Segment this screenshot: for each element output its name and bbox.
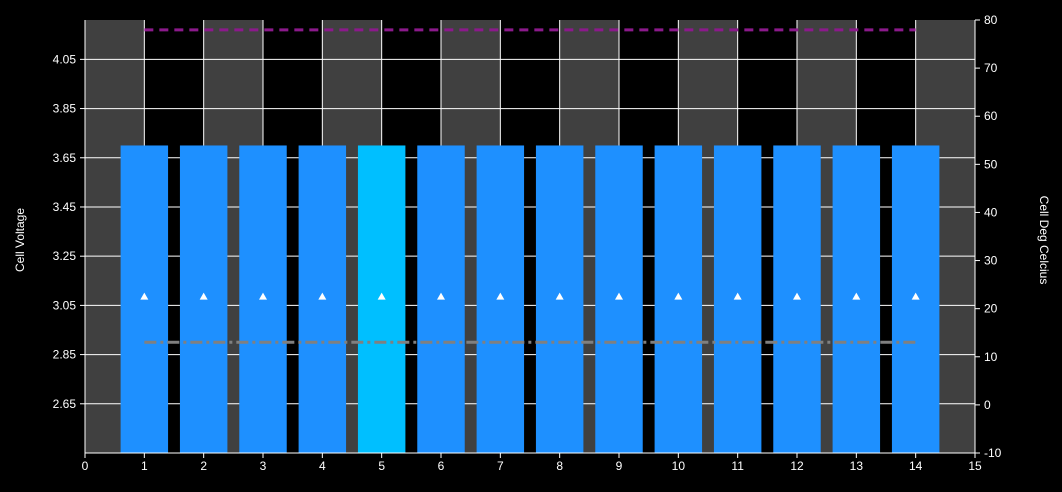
x-tick-label: 4 — [319, 459, 326, 473]
x-tick-label: 8 — [556, 459, 563, 473]
reference-lines — [144, 28, 916, 344]
x-tick-label: 9 — [616, 459, 623, 473]
temperature-marker — [615, 292, 623, 300]
temperature-marker — [199, 292, 208, 300]
y2-tick-label: 40 — [984, 205, 998, 219]
temperature-marker — [318, 292, 327, 300]
x-tick-label: 6 — [438, 459, 445, 473]
x-tick-label: 2 — [200, 459, 207, 473]
y2-tick-label: 0 — [984, 398, 991, 412]
y-tick-label: 4.05 — [53, 52, 77, 66]
temperature-marker — [793, 292, 801, 300]
y2-tick-label: 80 — [984, 13, 998, 27]
y2-axis-title: Cell Deg Celcius — [1037, 196, 1051, 285]
temperature-marker — [140, 292, 149, 300]
x-tick-label: 12 — [790, 459, 804, 473]
y-tick-label: 3.65 — [53, 151, 77, 165]
x-tick-label: 14 — [909, 459, 923, 473]
x-tick-label: 0 — [82, 459, 89, 473]
temperature-marker — [555, 292, 564, 300]
y-tick-label: 3.25 — [53, 249, 77, 263]
x-axis-ticks: 0 1 2 3 4 5 6 7 8 9 10 11 12 13 14 15 — [82, 453, 982, 473]
y2-tick-label: 70 — [984, 61, 998, 75]
y2-tick-label: 30 — [984, 254, 998, 268]
y-axis-title: Cell Voltage — [13, 208, 27, 272]
y2-tick-label: 50 — [984, 157, 998, 171]
y2-tick-label: -10 — [984, 446, 1002, 460]
y-tick-label: 3.85 — [53, 102, 77, 116]
x-tick-label: 7 — [497, 459, 504, 473]
temperature-marker — [259, 292, 267, 300]
x-tick-label: 13 — [850, 459, 864, 473]
axes — [84, 20, 976, 454]
temperature-marker — [437, 292, 445, 300]
y-tick-label: 2.65 — [53, 397, 77, 411]
y-tick-label: 3.45 — [53, 200, 77, 214]
temperature-marker — [674, 292, 683, 300]
y2-axis-ticks: -10 0 10 20 30 40 50 60 70 80 — [975, 13, 1002, 460]
x-tick-label: 1 — [141, 459, 148, 473]
y2-tick-label: 20 — [984, 302, 998, 316]
y-axis-ticks: 2.65 2.85 3.05 3.25 3.45 3.65 3.85 4.05 — [53, 52, 85, 411]
x-tick-label: 11 — [731, 459, 744, 473]
temperature-marker — [852, 292, 861, 300]
x-tick-label: 15 — [968, 459, 982, 473]
temperature-marker — [911, 292, 920, 300]
temperature-marker — [377, 292, 386, 300]
y2-tick-label: 10 — [984, 350, 998, 364]
x-tick-label: 5 — [378, 459, 385, 473]
x-tick-label: 10 — [672, 459, 686, 473]
y-tick-label: 2.85 — [53, 348, 77, 362]
y2-tick-label: 60 — [984, 109, 998, 123]
x-tick-label: 3 — [260, 459, 267, 473]
temperature-marker — [733, 292, 742, 300]
y-tick-label: 3.05 — [53, 298, 77, 312]
temperature-markers — [140, 292, 920, 300]
temperature-marker — [496, 292, 505, 300]
